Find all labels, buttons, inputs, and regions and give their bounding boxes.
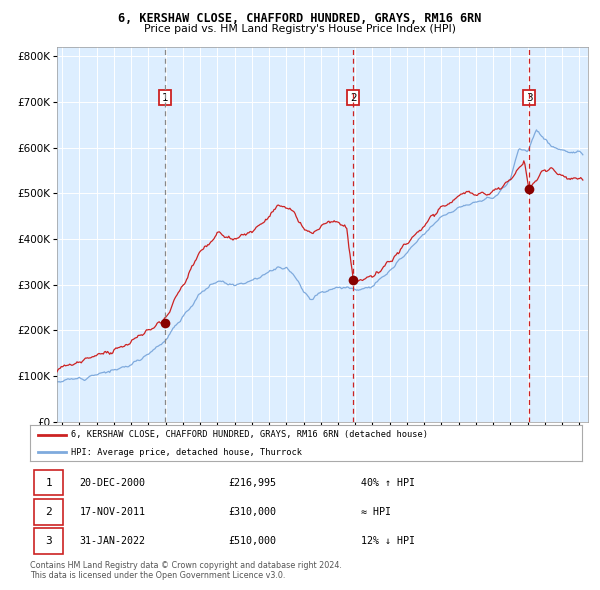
Text: 2: 2 <box>350 93 356 103</box>
Text: 2: 2 <box>46 507 52 517</box>
Text: Contains HM Land Registry data © Crown copyright and database right 2024.: Contains HM Land Registry data © Crown c… <box>30 560 342 569</box>
Text: ≈ HPI: ≈ HPI <box>361 507 391 517</box>
Text: HPI: Average price, detached house, Thurrock: HPI: Average price, detached house, Thur… <box>71 448 302 457</box>
FancyBboxPatch shape <box>34 470 63 496</box>
Text: £510,000: £510,000 <box>229 536 277 546</box>
Text: 31-JAN-2022: 31-JAN-2022 <box>80 536 146 546</box>
Text: 40% ↑ HPI: 40% ↑ HPI <box>361 478 415 487</box>
Text: 20-DEC-2000: 20-DEC-2000 <box>80 478 146 487</box>
Text: This data is licensed under the Open Government Licence v3.0.: This data is licensed under the Open Gov… <box>30 571 286 580</box>
Text: 6, KERSHAW CLOSE, CHAFFORD HUNDRED, GRAYS, RM16 6RN: 6, KERSHAW CLOSE, CHAFFORD HUNDRED, GRAY… <box>118 12 482 25</box>
Text: Price paid vs. HM Land Registry's House Price Index (HPI): Price paid vs. HM Land Registry's House … <box>144 24 456 34</box>
Text: £310,000: £310,000 <box>229 507 277 517</box>
Text: 17-NOV-2011: 17-NOV-2011 <box>80 507 146 517</box>
Text: 12% ↓ HPI: 12% ↓ HPI <box>361 536 415 546</box>
Text: 6, KERSHAW CLOSE, CHAFFORD HUNDRED, GRAYS, RM16 6RN (detached house): 6, KERSHAW CLOSE, CHAFFORD HUNDRED, GRAY… <box>71 430 428 439</box>
Text: 1: 1 <box>46 478 52 487</box>
FancyBboxPatch shape <box>34 529 63 554</box>
Text: £216,995: £216,995 <box>229 478 277 487</box>
Text: 3: 3 <box>526 93 532 103</box>
FancyBboxPatch shape <box>34 499 63 525</box>
Text: 3: 3 <box>46 536 52 546</box>
Text: 1: 1 <box>162 93 169 103</box>
